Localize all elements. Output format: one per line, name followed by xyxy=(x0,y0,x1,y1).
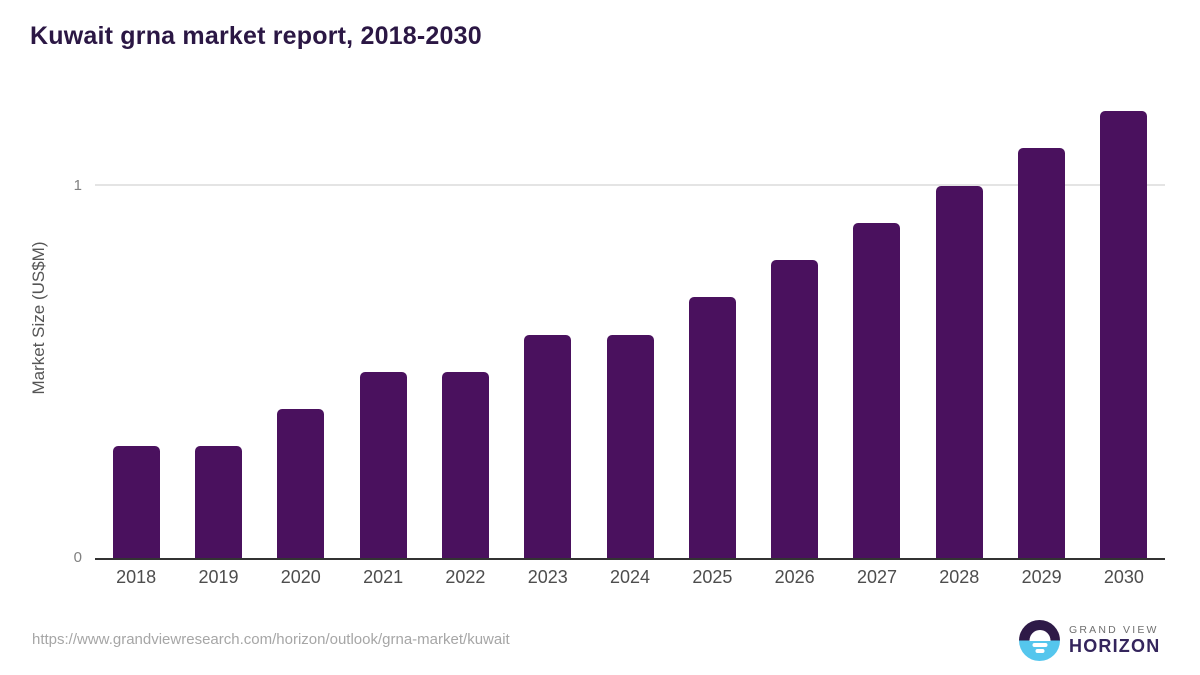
x-tick-label-2018: 2018 xyxy=(116,567,157,587)
bar-column-2028 xyxy=(918,100,1000,558)
y-axis-title: Market Size (US$M) xyxy=(29,241,48,395)
bar-2029[interactable] xyxy=(1018,148,1066,558)
bar-2022[interactable] xyxy=(441,371,489,558)
y-tick-label-1: 1 xyxy=(73,176,82,194)
x-tick-label-2019: 2019 xyxy=(198,567,239,587)
bar-column-2026 xyxy=(754,100,836,558)
x-tick-label-2026: 2026 xyxy=(774,567,815,587)
bar-column-2025 xyxy=(671,100,753,558)
x-tick-label-2028: 2028 xyxy=(939,567,980,587)
bar-column-2020 xyxy=(260,100,342,558)
bar-2024[interactable] xyxy=(606,334,654,558)
bar-2021[interactable] xyxy=(359,371,407,558)
grand-view-horizon-logo: GRAND VIEW HORIZON xyxy=(1019,620,1160,661)
wave-line-1 xyxy=(1032,643,1047,647)
x-tick-label-2029: 2029 xyxy=(1021,567,1062,587)
logo-text-grand-view: GRAND VIEW xyxy=(1069,624,1159,637)
bar-column-2023 xyxy=(507,100,589,558)
bar-2020[interactable] xyxy=(277,409,325,558)
x-tick-label-2020: 2020 xyxy=(280,567,321,587)
y-tick-label-0: 0 xyxy=(73,549,82,566)
bar-2019[interactable] xyxy=(194,446,242,558)
bar-2026[interactable] xyxy=(771,260,819,558)
bar-2027[interactable] xyxy=(853,222,901,558)
bar-column-2021 xyxy=(342,100,424,558)
x-tick-label-2024: 2024 xyxy=(610,567,651,587)
x-tick-label-2027: 2027 xyxy=(856,567,897,587)
bar-column-2029 xyxy=(1000,100,1082,558)
bar-2023[interactable] xyxy=(524,334,572,558)
bar-column-2027 xyxy=(836,100,918,558)
logo-text-horizon: HORIZON xyxy=(1069,636,1161,657)
plot-area xyxy=(95,100,1165,560)
bar-column-2022 xyxy=(424,100,506,558)
x-tick-label-2023: 2023 xyxy=(527,567,568,587)
bar-column-2019 xyxy=(177,100,259,558)
bar-2030[interactable] xyxy=(1100,111,1148,558)
bar-column-2018 xyxy=(95,100,177,558)
x-tick-label-2030: 2030 xyxy=(1103,567,1144,587)
bar-column-2030 xyxy=(1083,100,1165,558)
bar-2028[interactable] xyxy=(935,185,983,558)
bars-row xyxy=(95,100,1165,558)
bar-column-2024 xyxy=(589,100,671,558)
source-url: https://www.grandviewresearch.com/horizo… xyxy=(32,631,510,648)
x-tick-label-2022: 2022 xyxy=(445,567,486,587)
x-tick-label-2025: 2025 xyxy=(692,567,733,587)
bar-2018[interactable] xyxy=(112,446,160,558)
x-tick-label-2021: 2021 xyxy=(363,567,404,587)
x-axis-labels: 2018 2019 2020 2021 2022 2023 2024 2025 2026 2027… xyxy=(95,567,1165,588)
wave-line-2 xyxy=(1035,649,1044,653)
horizon-sun-icon xyxy=(1019,620,1060,661)
bar-2025[interactable] xyxy=(688,297,736,558)
gridline-y1 xyxy=(95,183,1165,186)
sun-dome-shape xyxy=(1029,629,1050,641)
chart-title: Kuwait grna market report, 2018-2030 xyxy=(30,22,482,50)
logo-text: GRAND VIEW HORIZON xyxy=(1069,624,1160,657)
